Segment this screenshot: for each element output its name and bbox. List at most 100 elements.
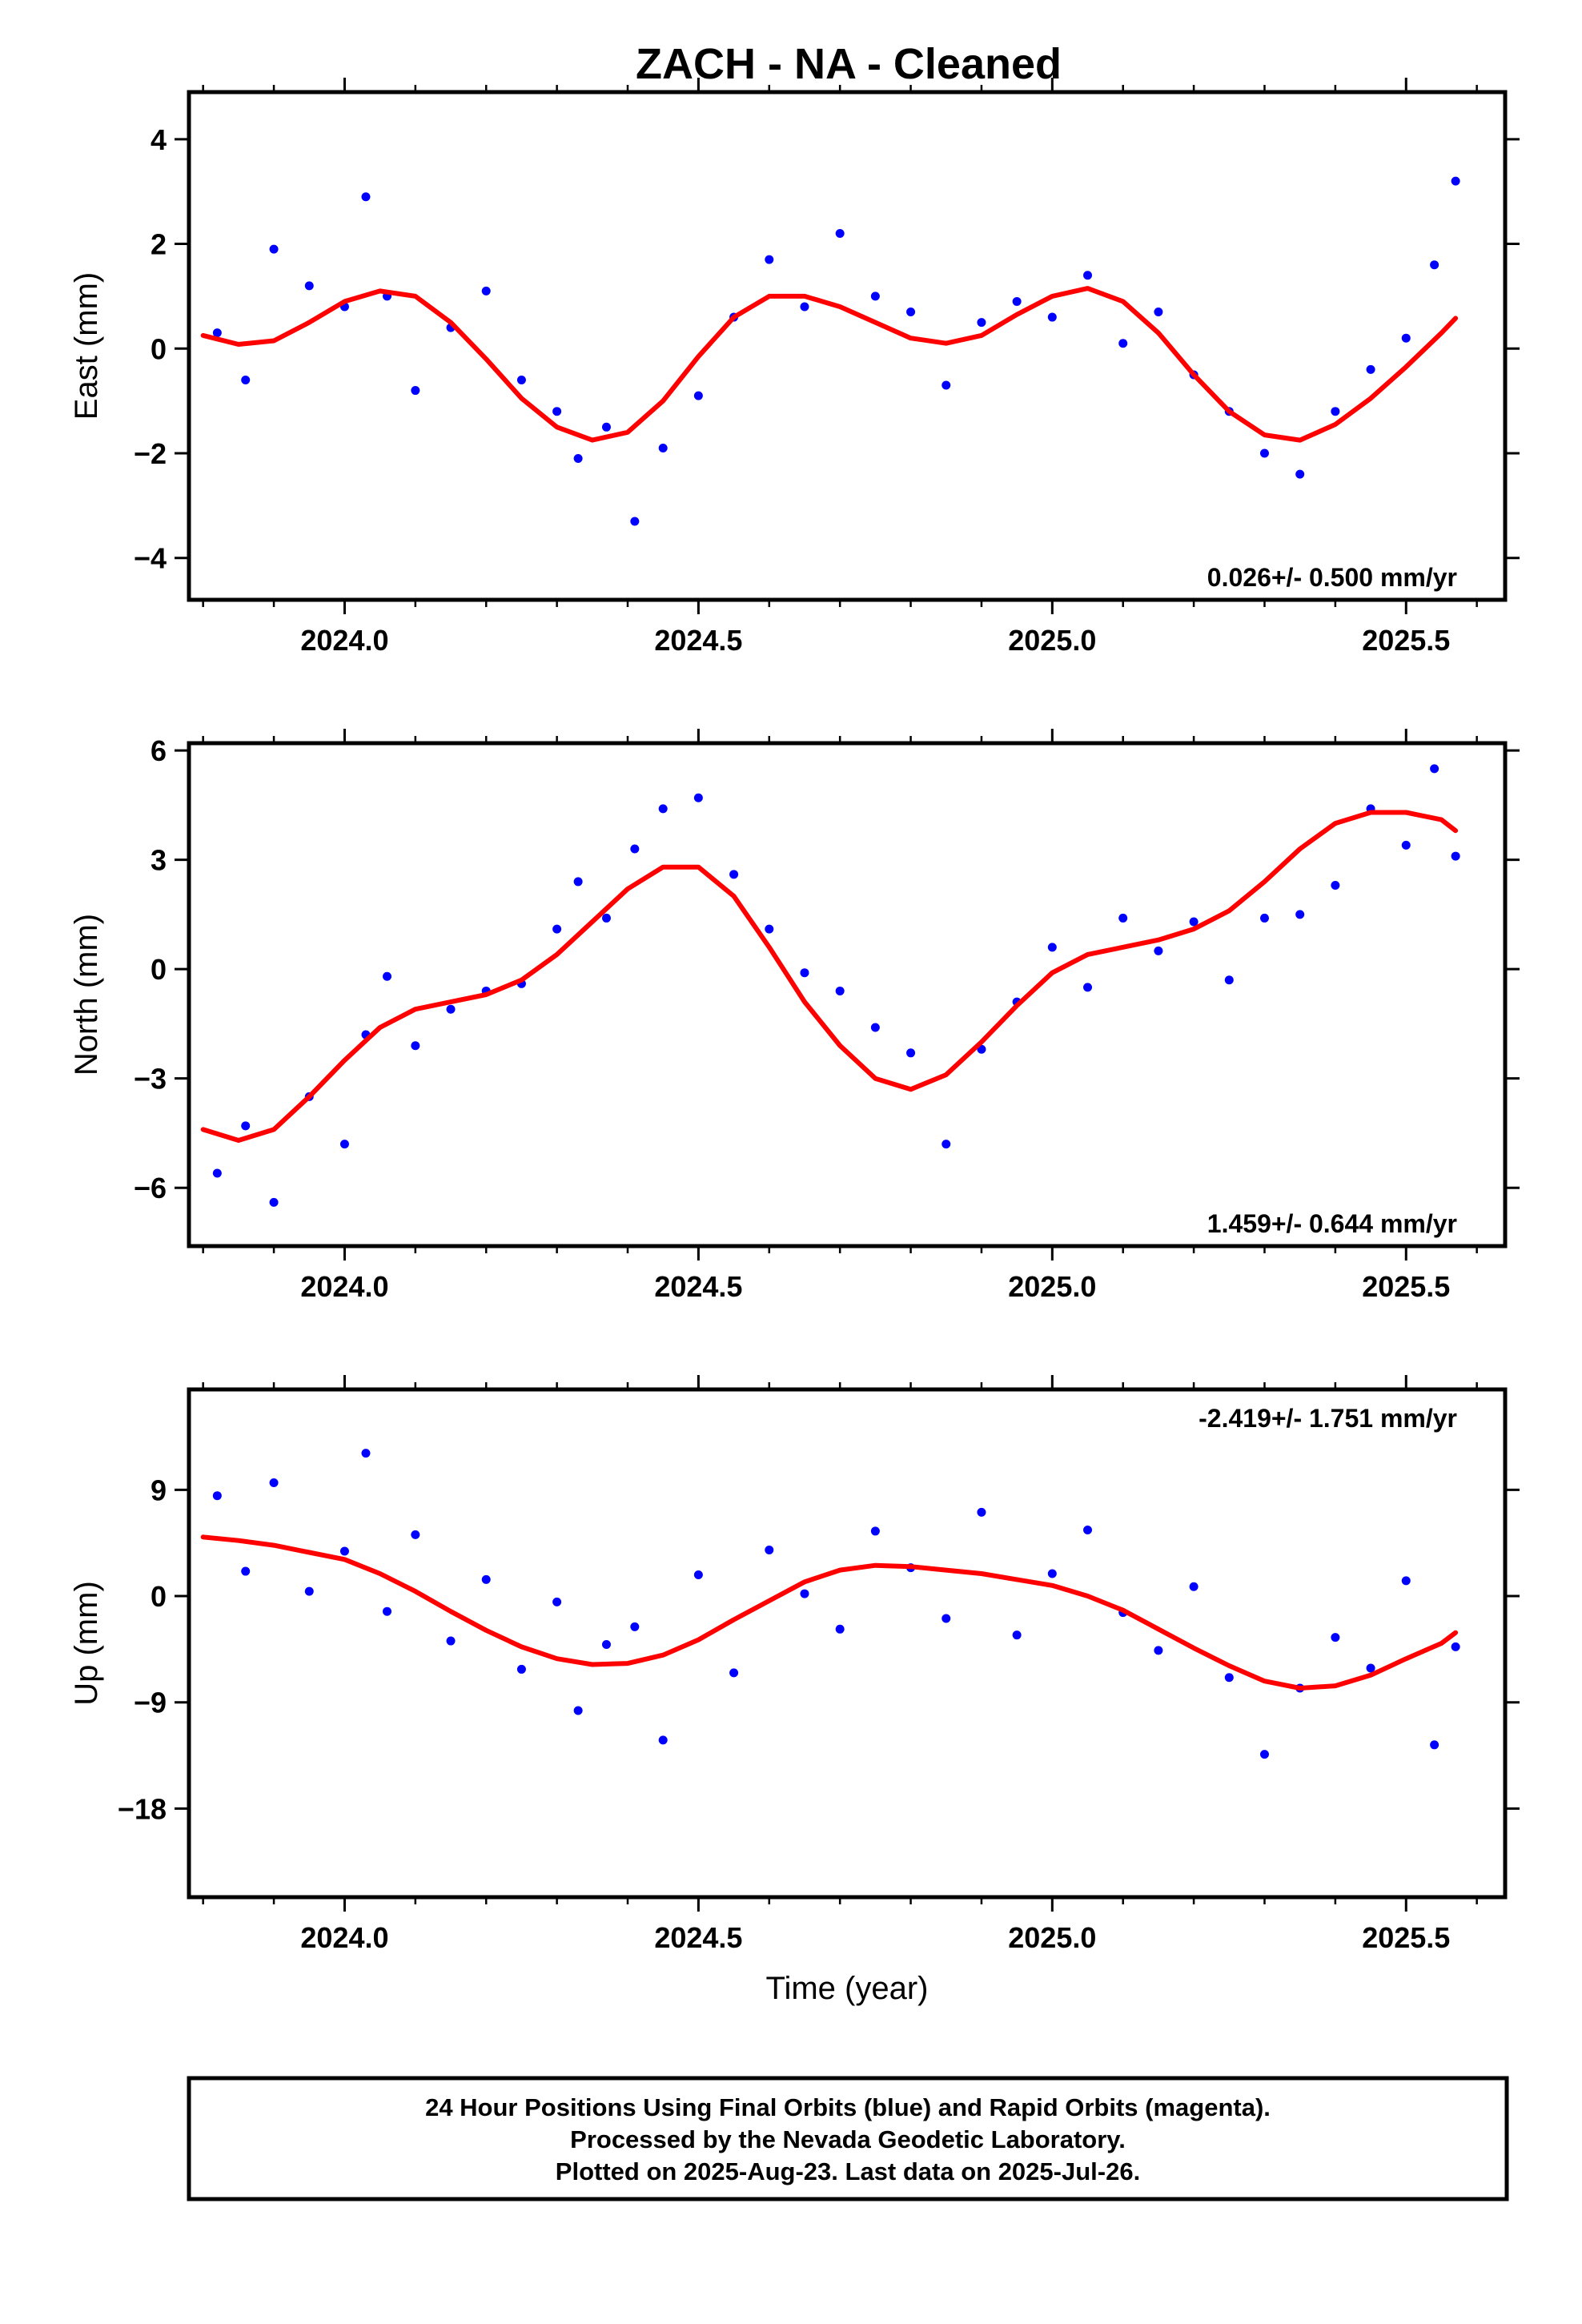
footer-frame	[187, 2076, 1509, 2201]
data-point	[304, 1586, 314, 1596]
data-point	[446, 1636, 456, 1646]
plot-data	[200, 176, 1460, 526]
x-tick-label: 2024.0	[300, 624, 388, 657]
data-point	[693, 1570, 703, 1579]
x-tick-label: 2024.5	[654, 1270, 742, 1303]
y-axis-label: North (mm)	[69, 914, 104, 1076]
y-tick-label: 4	[151, 123, 167, 156]
page-title: ZACH - NA - Cleaned	[636, 40, 1062, 88]
data-point	[573, 1706, 583, 1715]
data-point	[601, 1639, 611, 1649]
y-axis-label: East (mm)	[69, 272, 104, 420]
data-point	[1451, 851, 1460, 861]
velocity-rate-label: 0.026+/- 0.500 mm/yr	[1207, 563, 1457, 592]
model-fit-line	[200, 286, 1459, 443]
x-tick-label: 2025.5	[1362, 624, 1450, 657]
velocity-rate-label: 1.459+/- 0.644 mm/yr	[1207, 1209, 1457, 1238]
y-tick-label: −3	[134, 1063, 167, 1096]
data-point	[977, 318, 986, 328]
data-point	[906, 308, 916, 317]
y-tick-label: −6	[134, 1172, 167, 1204]
data-point	[1259, 448, 1269, 458]
data-point	[1366, 1663, 1375, 1673]
data-point	[241, 1566, 251, 1576]
y-tick-label: 9	[151, 1474, 167, 1506]
data-point	[658, 804, 668, 814]
y-tick-label: −9	[134, 1687, 167, 1719]
data-point	[1047, 943, 1057, 952]
y-tick-label: 3	[151, 844, 167, 877]
plot-frame	[187, 1387, 1508, 1900]
data-point	[1366, 364, 1375, 374]
data-point	[942, 1614, 951, 1623]
data-point	[1430, 764, 1439, 774]
footer-line-1: 24 Hour Positions Using Final Orbits (bl…	[425, 2093, 1271, 2121]
data-point	[1224, 1673, 1234, 1683]
x-tick-label: 2025.0	[1008, 624, 1096, 657]
data-point	[1224, 975, 1234, 985]
data-point	[304, 281, 314, 291]
x-tick-label: 2025.0	[1008, 1270, 1096, 1303]
data-point	[1083, 983, 1093, 992]
data-point	[693, 793, 703, 802]
y-tick-label: 6	[151, 734, 167, 767]
data-point	[1295, 910, 1305, 919]
data-point	[835, 986, 845, 995]
data-point	[800, 1589, 809, 1598]
data-point	[241, 375, 251, 384]
model-fit-line	[200, 1534, 1459, 1691]
data-point	[269, 1197, 279, 1207]
data-point	[446, 1004, 456, 1014]
data-point	[1331, 407, 1340, 416]
data-point	[658, 1735, 668, 1745]
data-point	[1259, 1750, 1269, 1759]
data-point	[1451, 1642, 1460, 1651]
x-tick-label: 2024.5	[654, 1921, 742, 1954]
data-point	[516, 1664, 526, 1674]
data-point	[411, 1530, 420, 1539]
y-axis-label: Up (mm)	[69, 1581, 104, 1706]
velocity-rate-label: -2.419+/- 1.751 mm/yr	[1199, 1404, 1457, 1433]
data-point	[835, 1624, 845, 1634]
data-point	[630, 844, 640, 854]
data-point	[1012, 296, 1022, 306]
north-panel: 2024.0 2024.5 2025.0 2025.5 −6 −3 0 3 6 North (mm…	[69, 729, 1520, 1303]
data-point	[601, 913, 611, 923]
data-point	[1451, 176, 1460, 186]
data-point	[212, 1168, 222, 1178]
data-point	[552, 924, 562, 934]
data-point	[552, 1597, 562, 1606]
data-point	[1331, 880, 1340, 890]
y-tick-label: 0	[151, 332, 167, 365]
data-point	[1401, 333, 1411, 343]
data-point	[1295, 469, 1305, 479]
data-point	[411, 1041, 420, 1051]
data-point	[1012, 1630, 1022, 1640]
data-point	[552, 407, 562, 416]
data-point	[658, 443, 668, 452]
data-point	[1189, 1582, 1199, 1591]
data-point	[1154, 308, 1163, 317]
data-point	[870, 1023, 880, 1032]
x-tick-label: 2024.0	[300, 1270, 388, 1303]
footer-line-3: Plotted on 2025-Aug-23. Last data on 202…	[556, 2157, 1140, 2185]
data-point	[382, 1606, 391, 1616]
data-point	[1331, 1633, 1340, 1642]
x-tick-label: 2024.0	[300, 1921, 388, 1954]
data-point	[870, 292, 880, 301]
data-point	[269, 1478, 279, 1487]
plot-data	[200, 764, 1460, 1207]
data-point	[601, 422, 611, 432]
data-point	[481, 286, 491, 296]
data-point	[977, 1507, 986, 1517]
data-point	[765, 1546, 774, 1555]
data-point	[339, 1546, 349, 1556]
data-point	[1047, 1569, 1057, 1578]
x-axis-label: Time (year)	[766, 1971, 929, 2006]
y-tick-label: 0	[151, 1580, 167, 1613]
y-tick-label: −2	[134, 437, 167, 470]
data-point	[361, 1449, 371, 1458]
data-point	[942, 1140, 951, 1149]
data-point	[630, 1622, 640, 1631]
data-point	[1154, 1646, 1163, 1655]
